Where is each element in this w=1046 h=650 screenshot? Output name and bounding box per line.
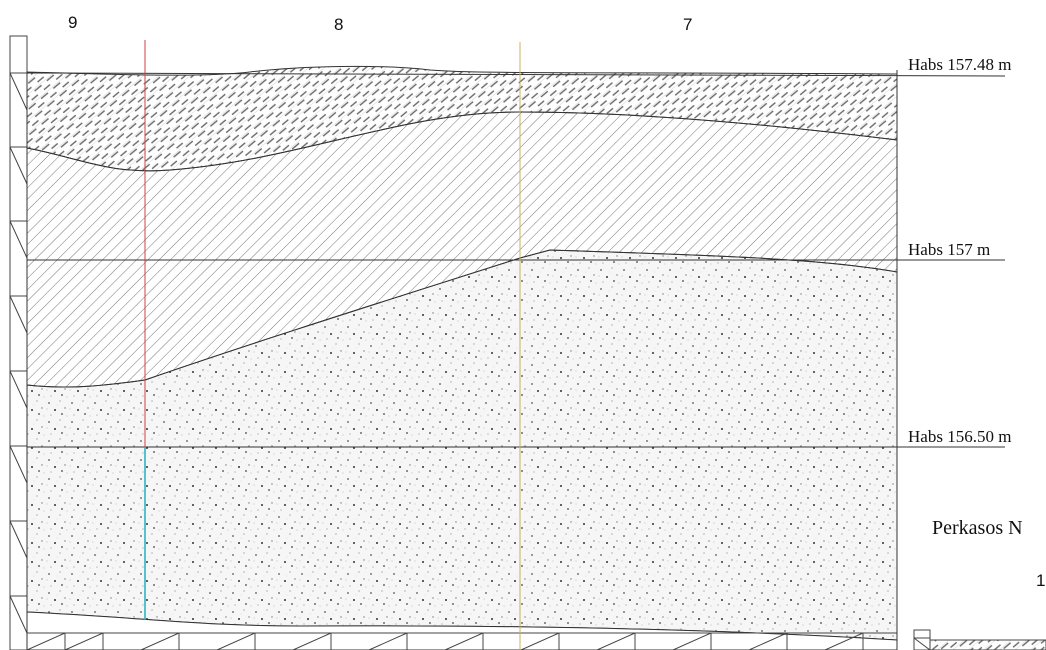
layer-base	[26, 611, 898, 650]
datum-line-157-48	[26, 72, 1006, 77]
left-scale-bar	[9, 35, 28, 650]
legend-item-number: 1	[1036, 571, 1045, 590]
legend-swatch	[913, 629, 1046, 650]
legend-title: Perkasos N	[932, 517, 1023, 539]
sector-label-9: 9	[68, 13, 77, 32]
sector-label-7: 7	[683, 15, 692, 34]
bottom-scale-bar	[26, 632, 897, 650]
elevation-label-top: Habs 157.48 m	[908, 55, 1011, 74]
elevation-label-middle: Habs 157 m	[908, 240, 990, 259]
elevation-label-lower: Habs 156.50 m	[908, 427, 1011, 446]
sector-label-8: 8	[334, 15, 343, 34]
